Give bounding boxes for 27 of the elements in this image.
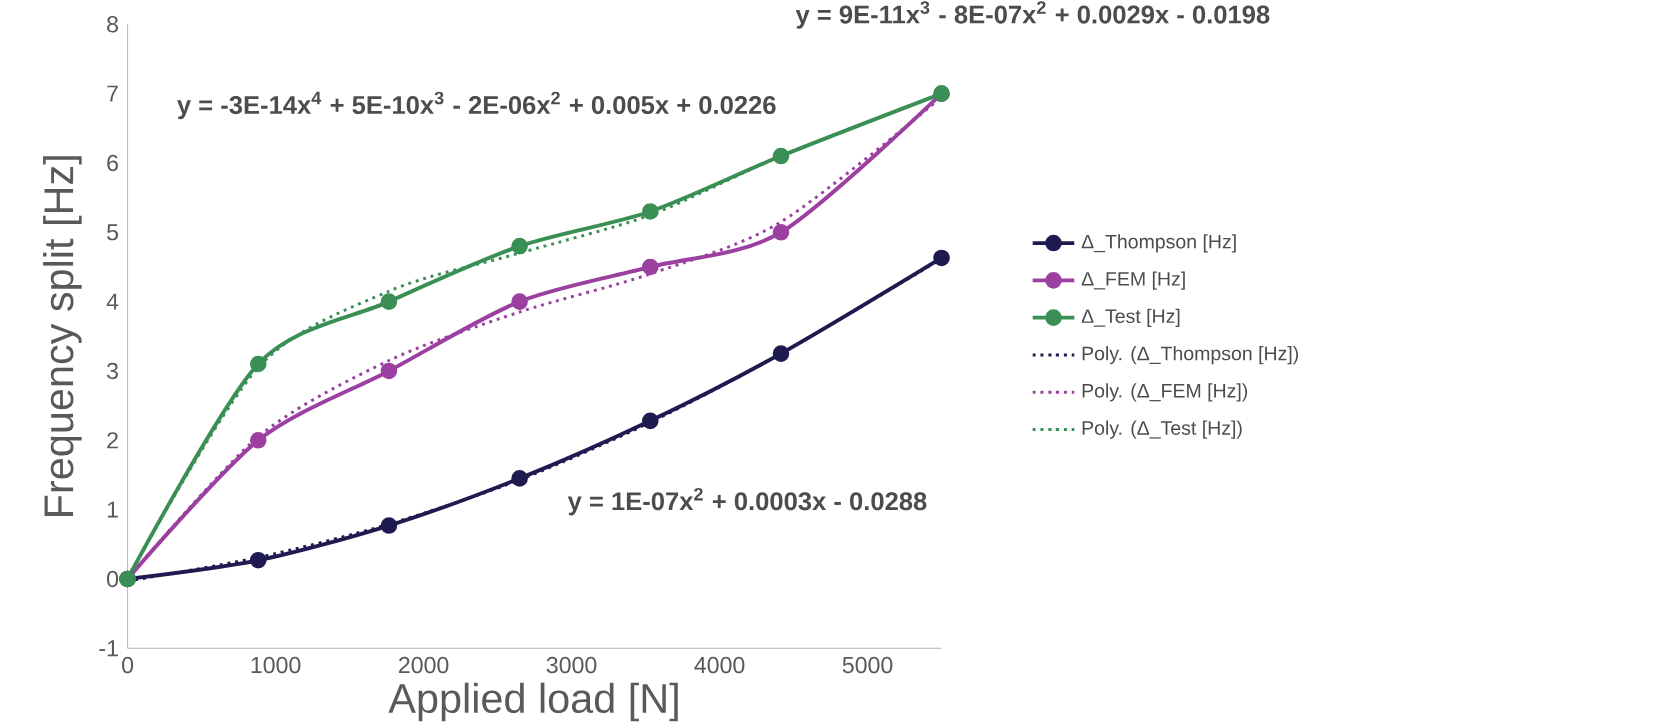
y-axis-title: Frequency split [Hz] — [43, 156, 82, 516]
x-tick-label: 3000 — [546, 656, 597, 674]
y-tick-label: 1 — [107, 501, 118, 518]
y-tick-label: 4 — [106, 293, 119, 310]
y-tick-label: 8 — [107, 16, 118, 33]
x-tick-label: 2000 — [398, 656, 449, 674]
legend-label: Poly. (Δ_Thompson [Hz]) — [1082, 346, 1299, 365]
x-tick-label: 1000 — [251, 656, 301, 674]
legend-label: Δ_Thompson [Hz] — [1081, 234, 1236, 253]
legend-label: Δ_Test [Hz] — [1081, 308, 1180, 327]
legend-label: Δ_FEM [Hz] — [1081, 271, 1185, 290]
y-tick-label: 5 — [107, 224, 119, 241]
x-tick-label: 5000 — [842, 656, 893, 674]
x-tick-label: 0 — [122, 656, 134, 674]
y-tick-label: 3 — [106, 362, 118, 380]
annotation: y = 9E-11x$^{3}$ - 8E-07x$^{2}$ + 0.0029x - 0.0198 — [795, 1, 1270, 29]
y-tick-label: 0 — [107, 570, 119, 588]
annotation: y = 1E-07x$^{2}$ + 0.0003x - 0.0288 — [567, 487, 927, 516]
y-tick-label: 6 — [107, 154, 118, 172]
y-tick-label: 7 — [107, 85, 118, 102]
annotation: y = -3E-14x$^{4}$ + 5E-10x$^{3}$ - 2E-06x$^{2}$ + 0.005x + 0.0226 — [177, 91, 776, 120]
y-tick-label: -1 — [99, 640, 118, 657]
x-axis-title: Applied load [N] — [388, 682, 678, 722]
x-tick-label: 4000 — [694, 656, 745, 674]
legend-label: Poly. (Δ_FEM [Hz]) — [1082, 383, 1248, 402]
legend-label: Poly. (Δ_Test [Hz]) — [1082, 420, 1242, 439]
y-tick-label: 2 — [107, 432, 118, 449]
